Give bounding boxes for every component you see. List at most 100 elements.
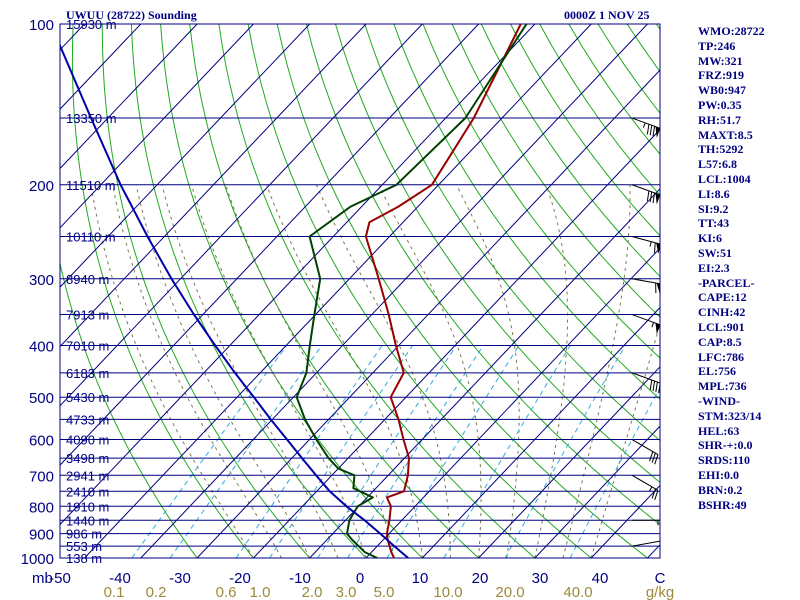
barb-flag bbox=[662, 520, 664, 530]
height-label: 2410 m bbox=[66, 484, 109, 499]
barb-pennant bbox=[656, 283, 660, 294]
height-label: 7913 m bbox=[66, 308, 109, 323]
mixing-ratio-line bbox=[169, 345, 323, 558]
height-label: 10110 m bbox=[66, 229, 116, 244]
isotherm bbox=[478, 366, 660, 558]
isobars bbox=[60, 24, 660, 558]
wind-barb bbox=[631, 439, 659, 465]
moist-adiabat bbox=[562, 184, 631, 558]
y-tick-label: 700 bbox=[29, 468, 54, 485]
y-tick-label: 500 bbox=[29, 390, 54, 407]
index-item: EI:2.3 bbox=[698, 260, 730, 275]
station-title: UWUU (28722) Sounding bbox=[66, 8, 197, 22]
dry-adiabat bbox=[71, 24, 255, 558]
barb-pennant bbox=[656, 242, 660, 254]
height-label: 3498 m bbox=[66, 451, 109, 466]
barb-pennant bbox=[655, 126, 660, 138]
dry-adiabat bbox=[451, 24, 660, 318]
index-item: HEL:63 bbox=[698, 423, 740, 438]
dry-adiabat bbox=[568, 24, 660, 155]
mixing-ratio-label: 2.0 bbox=[302, 584, 323, 600]
barb-flag bbox=[654, 242, 656, 253]
barb-staff bbox=[631, 278, 660, 285]
barb-flag bbox=[658, 383, 660, 394]
index-item: -PARCEL- bbox=[698, 275, 755, 290]
y-tick-label: 1000 bbox=[21, 551, 54, 568]
mixing-ratio-label: 1.0 bbox=[250, 584, 271, 600]
index-item: SHR-+:0.0 bbox=[698, 438, 753, 453]
mixing-ratio-label: 40.0 bbox=[563, 584, 592, 600]
index-item: L57:6.8 bbox=[698, 157, 737, 172]
barb-staff bbox=[631, 474, 659, 491]
x-tick-label: -50 bbox=[49, 570, 71, 587]
index-item: MW:321 bbox=[698, 53, 743, 68]
y-tick-label: 400 bbox=[29, 339, 54, 356]
wind-barb bbox=[631, 314, 660, 335]
mixing-ratio-label: 0.1 bbox=[104, 584, 125, 600]
index-item: CAP:8.5 bbox=[698, 334, 742, 349]
x-tick-label: -30 bbox=[169, 570, 191, 587]
index-item: PW:0.35 bbox=[698, 97, 742, 112]
x-tick-label: -10 bbox=[289, 570, 311, 587]
x-tick-label: C bbox=[655, 570, 666, 587]
height-label: 4733 m bbox=[66, 412, 109, 427]
barb-flag bbox=[651, 488, 656, 499]
y-tick-label: 100 bbox=[29, 17, 54, 34]
y-unit-label: mb bbox=[32, 570, 53, 587]
sounding-trace-0 bbox=[364, 24, 522, 558]
barb-flag bbox=[652, 380, 656, 392]
moist-adiabat bbox=[266, 184, 423, 558]
y-tick-label: 300 bbox=[29, 272, 54, 289]
dry-adiabat bbox=[247, 24, 592, 558]
dry-adiabat bbox=[130, 24, 367, 558]
mixing-ratio-line bbox=[235, 345, 383, 558]
isotherm bbox=[60, 24, 198, 170]
wind-barb bbox=[631, 278, 660, 294]
mixing-ratio-line bbox=[569, 386, 660, 558]
height-label: 8940 m bbox=[66, 272, 109, 287]
isotherm bbox=[0, 24, 28, 558]
barb-half bbox=[642, 122, 646, 128]
barb-staff bbox=[631, 117, 660, 129]
isotherm bbox=[60, 24, 479, 466]
index-item: SW:51 bbox=[698, 245, 733, 260]
isotherm bbox=[84, 24, 592, 558]
index-item: WMO:28722 bbox=[698, 24, 765, 38]
index-item: EHI:0.0 bbox=[698, 467, 740, 482]
isotherm bbox=[196, 69, 660, 558]
isotherm bbox=[421, 306, 660, 558]
isotherm bbox=[365, 247, 660, 558]
index-item: LCL:1004 bbox=[698, 171, 751, 186]
index-item: EL:756 bbox=[698, 364, 737, 379]
x-tick-label: -40 bbox=[109, 570, 131, 587]
barb-staff bbox=[631, 372, 660, 384]
barb-pennant bbox=[655, 193, 660, 205]
dry-adiabat bbox=[305, 24, 660, 526]
index-item: BRN:0.2 bbox=[698, 482, 743, 497]
barb-flag bbox=[654, 454, 659, 465]
height-label: 138 m bbox=[66, 551, 102, 566]
x-tick-label: 10 bbox=[412, 570, 429, 587]
dry-adiabat bbox=[480, 24, 660, 278]
isotherm bbox=[60, 24, 254, 229]
barb-flag bbox=[646, 124, 650, 135]
height-label: 13350 m bbox=[66, 111, 117, 126]
x-tick-label: 0 bbox=[356, 570, 364, 587]
x-tick-label: 30 bbox=[532, 570, 549, 587]
barb-flag bbox=[652, 192, 656, 204]
moist-adiabat bbox=[90, 184, 254, 558]
index-item: MPL:736 bbox=[698, 379, 747, 394]
index-item: TH:5292 bbox=[698, 142, 744, 157]
moist-adiabat bbox=[191, 184, 367, 558]
barb-staff bbox=[631, 540, 660, 547]
isotherm bbox=[60, 24, 536, 526]
x-tick-label: -20 bbox=[229, 570, 251, 587]
barb-half bbox=[649, 241, 652, 247]
barb-staff bbox=[631, 236, 660, 245]
barb-flag bbox=[649, 125, 653, 136]
dry-adiabat bbox=[276, 24, 649, 558]
index-item: LCL:901 bbox=[698, 319, 745, 334]
mixing-ratio-label: 3.0 bbox=[336, 584, 357, 600]
barb-flag bbox=[652, 126, 656, 137]
